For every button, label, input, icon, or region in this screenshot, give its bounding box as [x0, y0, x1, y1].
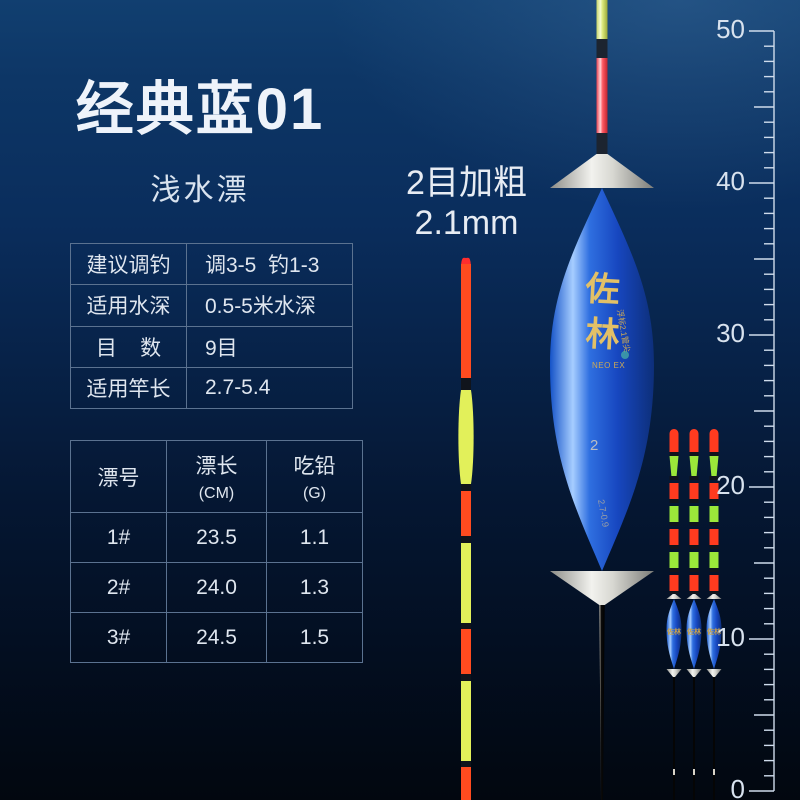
- svg-text:30: 30: [716, 318, 745, 348]
- svg-text:20: 20: [716, 470, 745, 500]
- svg-text:10: 10: [716, 622, 745, 652]
- svg-text:50: 50: [716, 14, 745, 44]
- svg-text:0: 0: [731, 774, 745, 800]
- svg-text:40: 40: [716, 166, 745, 196]
